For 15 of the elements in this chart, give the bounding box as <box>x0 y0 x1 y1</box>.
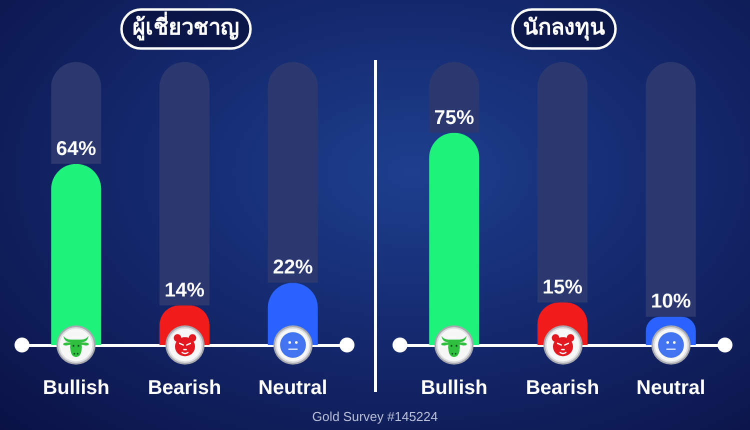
x-tick-label: Bullish <box>420 377 488 399</box>
chart-title: นักลงทุน <box>523 16 605 42</box>
data-label: 10% <box>650 290 692 313</box>
x-tick-label: Neutral <box>636 377 706 399</box>
x-tick-label: Bullish <box>42 377 110 399</box>
data-label: 15% <box>542 276 583 299</box>
data-label: 14% <box>164 279 205 302</box>
x-tick-label: Bearish <box>148 377 222 399</box>
text: Gold Survey #145224 <box>312 409 438 424</box>
data-label: 22% <box>272 256 314 279</box>
chart-title: ผู้เชี่ยวชาญ <box>132 10 240 42</box>
data-label: 75% <box>434 106 474 129</box>
x-tick-label: Bearish <box>526 377 600 399</box>
data-label: 64% <box>56 138 96 160</box>
x-tick-label: Neutral <box>258 377 328 399</box>
